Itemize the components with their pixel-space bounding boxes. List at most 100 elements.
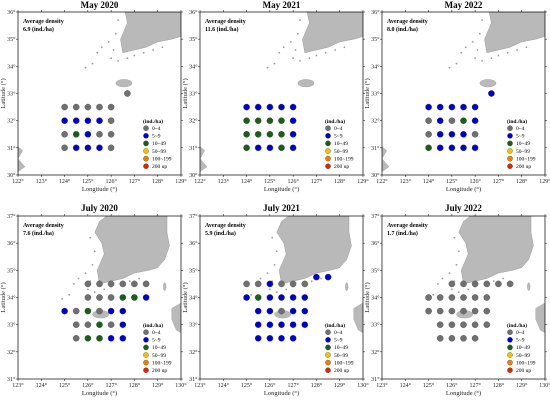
kyushu-landmass bbox=[195, 69, 225, 104]
lon-tick-label: 126° bbox=[105, 178, 117, 185]
lat-tick-label: 31° bbox=[7, 376, 16, 383]
station-point bbox=[436, 117, 444, 124]
small-island bbox=[112, 49, 115, 51]
station-point bbox=[266, 117, 274, 124]
legend-swatch bbox=[143, 155, 149, 162]
legend-swatch bbox=[325, 163, 331, 169]
jeju-island bbox=[479, 79, 497, 88]
lat-tick-label: 35° bbox=[7, 267, 16, 274]
station-point bbox=[289, 131, 297, 138]
x-axis-label: Longitude (°) bbox=[446, 390, 481, 397]
small-island bbox=[481, 60, 483, 62]
lon-tick-label: 128° bbox=[334, 178, 346, 185]
lat-tick-label: 30° bbox=[371, 172, 380, 179]
station-point bbox=[301, 307, 309, 315]
station-point bbox=[72, 131, 80, 138]
legend-swatch bbox=[143, 140, 149, 147]
map-panel: May 2021 122° 123° 124° 125° 126° 127° 128° 129°… bbox=[182, 0, 369, 193]
lon-tick-label: 130° bbox=[357, 382, 369, 389]
lat-tick-label: 31° bbox=[189, 376, 198, 383]
lon-tick-label: 127° bbox=[105, 382, 117, 389]
station-point bbox=[471, 294, 479, 301]
y-axis-label: Latitude (°) bbox=[0, 282, 7, 312]
legend-item-label: 100~199 bbox=[516, 156, 536, 162]
lon-tick-label: 127° bbox=[129, 178, 141, 185]
lon-tick-label: 126° bbox=[264, 382, 276, 389]
station-point bbox=[313, 273, 320, 281]
station-point bbox=[84, 307, 92, 315]
map-panel: July 2021 123° 124° 125° 126° 127° 128° 129° 130… bbox=[182, 203, 369, 397]
legend-swatch bbox=[325, 344, 331, 351]
small-island bbox=[110, 57, 112, 60]
lat-tick-label: 32° bbox=[7, 349, 16, 356]
station-point bbox=[119, 307, 127, 315]
station-point bbox=[131, 280, 138, 288]
small-island bbox=[441, 277, 444, 280]
station-point bbox=[84, 321, 92, 328]
station-point bbox=[61, 131, 68, 138]
legend-item-label: 50~99 bbox=[334, 353, 348, 359]
y-axis-label: Latitude (°) bbox=[182, 282, 189, 312]
lat-tick-label: 33° bbox=[7, 91, 16, 98]
korean-peninsula bbox=[458, 216, 534, 285]
lat-tick-label: 34° bbox=[7, 63, 16, 70]
lat-tick-label: 31° bbox=[189, 145, 198, 152]
station-point bbox=[254, 321, 262, 328]
small-island bbox=[464, 46, 467, 49]
station-point bbox=[61, 117, 68, 124]
small-island bbox=[292, 57, 294, 60]
legend-item-label: 100~199 bbox=[152, 156, 172, 162]
average-density-value: 5.9 (ind./ha) bbox=[205, 230, 236, 237]
small-island bbox=[289, 41, 292, 43]
land-layer bbox=[200, 12, 363, 172]
station-point bbox=[460, 117, 467, 124]
lon-tick-label: 124° bbox=[59, 178, 71, 185]
station-point bbox=[289, 280, 297, 288]
station-point bbox=[425, 103, 432, 111]
legend-item-label: 5~9 bbox=[334, 338, 343, 344]
korean-peninsula bbox=[484, 12, 545, 54]
station-point bbox=[72, 335, 80, 342]
station-point bbox=[119, 335, 127, 342]
small-island bbox=[93, 250, 96, 253]
station-point bbox=[448, 294, 456, 301]
legend-swatch bbox=[143, 163, 149, 169]
small-island bbox=[308, 57, 311, 60]
legend-item-label: 5~9 bbox=[516, 338, 525, 344]
station-point bbox=[84, 117, 92, 124]
lon-tick-label: 129° bbox=[357, 178, 369, 185]
lon-tick-label: 127° bbox=[493, 178, 505, 185]
legend-swatch bbox=[143, 352, 149, 358]
korean-peninsula bbox=[276, 216, 352, 285]
legend-item-label: 50~99 bbox=[516, 353, 530, 359]
station-point bbox=[471, 131, 479, 138]
legend-item-label: 10~49 bbox=[516, 345, 530, 351]
lon-tick-label: 124° bbox=[400, 382, 412, 389]
station-point bbox=[436, 335, 444, 342]
station-point bbox=[278, 335, 285, 342]
lat-tick-label: 32° bbox=[189, 118, 198, 125]
lat-tick-label: 32° bbox=[7, 118, 16, 125]
lat-tick-label: 33° bbox=[189, 91, 198, 98]
station-point bbox=[301, 280, 309, 288]
legend-item-label: 100~199 bbox=[516, 360, 536, 366]
tsushima-island bbox=[345, 282, 349, 291]
legend-swatch bbox=[507, 140, 513, 147]
lat-tick-label: 31° bbox=[371, 145, 380, 152]
station-point bbox=[278, 321, 285, 328]
small-island bbox=[273, 264, 276, 266]
y-axis-label: Latitude (°) bbox=[0, 78, 7, 108]
small-island bbox=[453, 236, 456, 239]
lat-tick-label: 34° bbox=[7, 295, 16, 302]
station-point bbox=[96, 117, 103, 124]
lon-tick-label: 125° bbox=[423, 382, 435, 389]
station-point bbox=[107, 294, 115, 301]
station-point bbox=[448, 321, 456, 328]
legend-item-label: 50~99 bbox=[516, 149, 530, 155]
legend-swatch bbox=[507, 163, 513, 169]
small-island bbox=[269, 288, 271, 291]
small-island bbox=[448, 66, 451, 69]
station-point bbox=[84, 103, 92, 111]
